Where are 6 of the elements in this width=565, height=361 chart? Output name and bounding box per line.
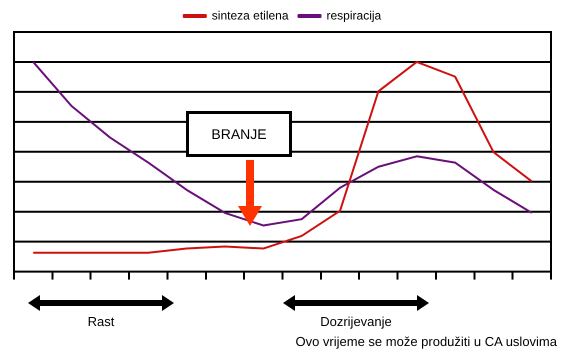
text: Dozrijevanje (319, 314, 393, 329)
legend-label: respiracija (326, 8, 382, 22)
text: Ovo vrijeme se može produžiti u CA uslovima (295, 334, 557, 349)
text-box: BRANJE (186, 111, 292, 157)
text: Rast (86, 314, 116, 329)
legend-label: sinteza etilena (212, 8, 289, 22)
